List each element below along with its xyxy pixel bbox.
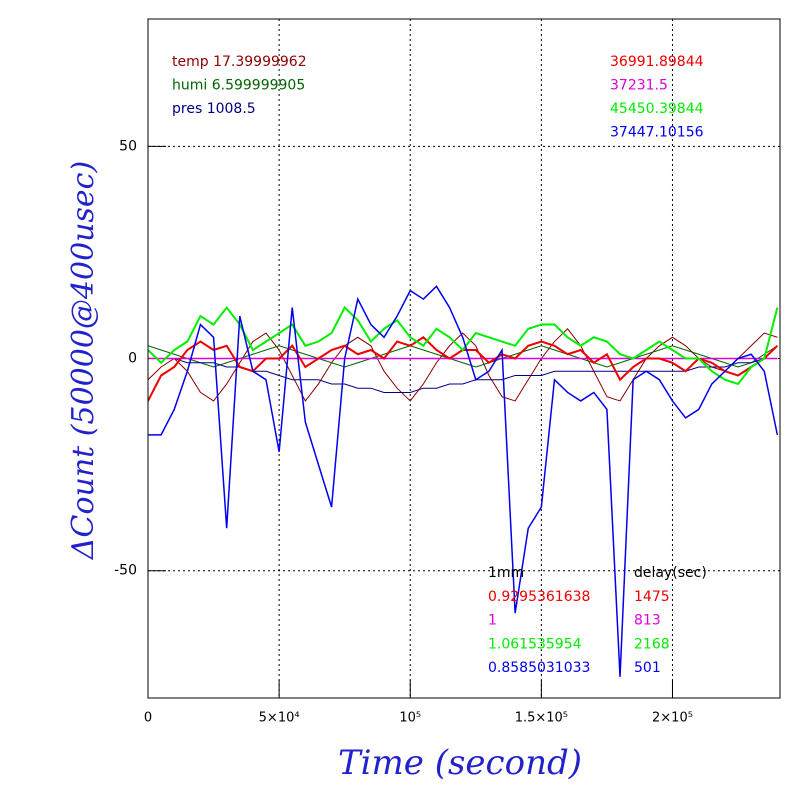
table-cell: 813 <box>634 613 661 629</box>
x-tick-label: 2×10⁵ <box>652 711 693 726</box>
annotation: temp 17.39999962 <box>172 54 307 70</box>
annotation: pres 1008.5 <box>172 101 256 117</box>
plot-frame <box>147 18 781 699</box>
annotation: 45450.39844 <box>610 101 704 117</box>
table-cell: 0.9295361638 <box>488 589 590 605</box>
series-line <box>148 285 779 677</box>
annotation: 37447.10156 <box>610 125 704 141</box>
table-header: delay(sec) <box>634 565 707 581</box>
x-tick-label: 1.5×10⁵ <box>515 711 568 726</box>
x-tick-label: 5×10⁴ <box>259 711 300 726</box>
y-axis-label: ΔCount (50000@400usec) <box>66 161 101 560</box>
series-line <box>148 305 779 386</box>
table-cell: 0.8585031033 <box>488 660 590 676</box>
annotation: humi 6.599999905 <box>172 78 305 94</box>
x-tick-label: 0 <box>144 711 152 726</box>
table-cell: 1.061535954 <box>488 636 582 652</box>
x-tick-label: 10⁵ <box>399 711 421 726</box>
series-line <box>148 345 778 368</box>
y-tick-label: -50 <box>114 563 137 579</box>
x-axis-label: Time (second) <box>338 743 582 783</box>
table-cell: 1475 <box>634 589 670 605</box>
table-cell: 1 <box>488 613 497 629</box>
plot-area <box>148 285 779 677</box>
table-cell: 2168 <box>634 636 670 652</box>
y-tick-label: 0 <box>128 351 137 367</box>
annotation: 36991.89844 <box>610 54 704 70</box>
y-tick-label: 50 <box>119 138 137 154</box>
series-line <box>148 328 778 402</box>
annotation: 37231.5 <box>610 78 668 94</box>
table-header: 1mm <box>488 565 524 581</box>
table-cell: 501 <box>634 660 661 676</box>
